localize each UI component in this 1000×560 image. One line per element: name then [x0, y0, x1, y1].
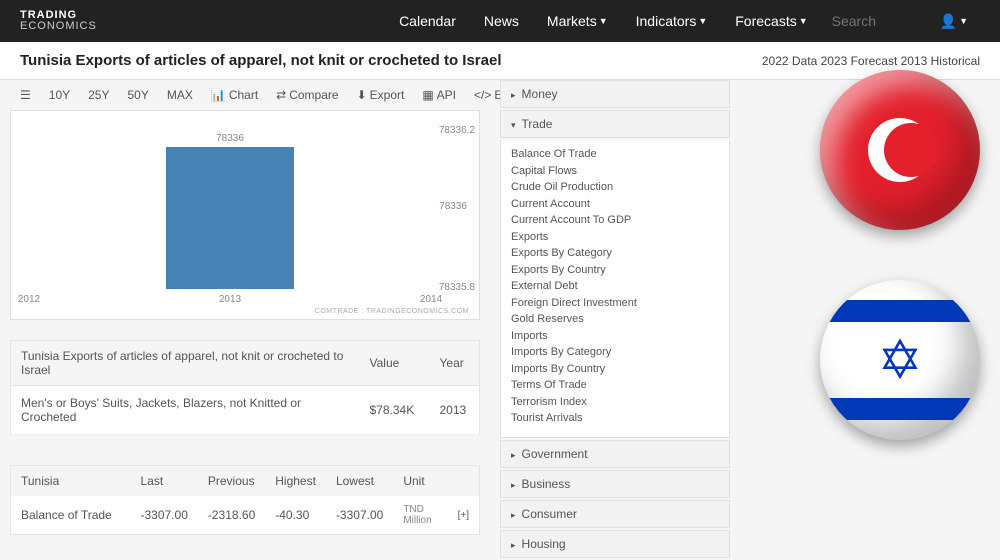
sidebar: Money Trade Balance Of TradeCapital Flow…: [500, 80, 730, 560]
nav-news[interactable]: News: [472, 13, 531, 29]
user-menu[interactable]: 👤▼: [928, 13, 980, 30]
dt-h1: Tunisia Exports of articles of apparel, …: [11, 341, 360, 386]
sidebar-link[interactable]: Crude Oil Production: [511, 179, 719, 196]
x-2012: 2012: [18, 294, 40, 305]
sidebar-link[interactable]: Imports: [511, 328, 719, 345]
chart-button[interactable]: 📊Chart: [205, 86, 264, 104]
dt-c3: 2013: [430, 386, 480, 435]
flags: ★ ✡: [820, 70, 990, 490]
sidebar-link[interactable]: Imports By Category: [511, 344, 719, 361]
sidebar-link[interactable]: Terrorism Index: [511, 394, 719, 411]
sidebar-link[interactable]: Terms Of Trade: [511, 377, 719, 394]
sidebar-link[interactable]: Exports By Country: [511, 262, 719, 279]
chart: 78336 78336.2 78336 78335.8 2012 2013 20…: [10, 110, 480, 320]
sidebar-link[interactable]: Current Account To GDP: [511, 212, 719, 229]
menu-icon[interactable]: ☰: [14, 86, 37, 104]
sidebar-link[interactable]: Exports: [511, 229, 719, 246]
stats-table: Tunisia Last Previous Highest Lowest Uni…: [10, 465, 480, 535]
bar-value-label: 78336: [216, 133, 244, 144]
sidebar-link[interactable]: External Debt: [511, 278, 719, 295]
chart-bar: [166, 147, 295, 289]
sidebar-link[interactable]: Exports By Category: [511, 245, 719, 262]
dt-c1: Men's or Boys' Suits, Jackets, Blazers, …: [11, 386, 360, 435]
nav-calendar[interactable]: Calendar: [387, 13, 468, 29]
range-25y[interactable]: 25Y: [82, 86, 115, 104]
israel-flag-icon: ✡: [820, 280, 980, 440]
range-max[interactable]: MAX: [161, 86, 199, 104]
detail-table: Tunisia Exports of articles of apparel, …: [10, 340, 480, 435]
topbar: TRADINGECONOMICS Calendar News Markets▼ …: [0, 0, 1000, 42]
side-business[interactable]: Business: [500, 470, 730, 498]
nav-markets[interactable]: Markets▼: [535, 13, 620, 29]
trade-links: Balance Of TradeCapital FlowsCrude Oil P…: [500, 140, 730, 438]
side-consumer[interactable]: Consumer: [500, 500, 730, 528]
x-2013: 2013: [219, 294, 241, 305]
api-button[interactable]: ▦API: [416, 86, 462, 104]
side-trade[interactable]: Trade: [500, 110, 730, 138]
y-axis-bot: 78335.8: [439, 282, 475, 293]
tunisia-flag-icon: ★: [820, 70, 980, 230]
y-axis-top: 78336.2: [439, 125, 475, 136]
page-meta: 2022 Data 2023 Forecast 2013 Historical: [762, 54, 980, 68]
side-money[interactable]: Money: [500, 80, 730, 108]
sidebar-link[interactable]: Balance Of Trade: [511, 146, 719, 163]
dt-h2: Value: [360, 341, 430, 386]
side-government[interactable]: Government: [500, 440, 730, 468]
sidebar-link[interactable]: Foreign Direct Investment: [511, 295, 719, 312]
range-10y[interactable]: 10Y: [43, 86, 76, 104]
main-nav: Calendar News Markets▼ Indicators▼ Forec…: [387, 9, 980, 33]
range-50y[interactable]: 50Y: [121, 86, 154, 104]
export-button[interactable]: ⬇Export: [351, 86, 411, 104]
chart-credit: COMTRADE : TRADINGECONOMICS.COM: [315, 308, 469, 315]
chart-toolbar: ☰ 10Y 25Y 50Y MAX 📊Chart ⇄Compare ⬇Expor…: [10, 80, 480, 110]
dt-c2: $78.34K: [360, 386, 430, 435]
side-housing[interactable]: Housing: [500, 530, 730, 558]
sidebar-link[interactable]: Gold Reserves: [511, 311, 719, 328]
page-title: Tunisia Exports of articles of apparel, …: [20, 52, 762, 69]
nav-indicators[interactable]: Indicators▼: [624, 13, 720, 29]
logo[interactable]: TRADINGECONOMICS: [20, 10, 387, 32]
dt-h3: Year: [430, 341, 480, 386]
sidebar-link[interactable]: Current Account: [511, 196, 719, 213]
x-2014: 2014: [420, 294, 442, 305]
sidebar-link[interactable]: Capital Flows: [511, 163, 719, 180]
sidebar-link[interactable]: Imports By Country: [511, 361, 719, 378]
sidebar-link[interactable]: Tourist Arrivals: [511, 410, 719, 427]
nav-forecasts[interactable]: Forecasts▼: [723, 13, 819, 29]
compare-button[interactable]: ⇄Compare: [270, 86, 344, 104]
table-row[interactable]: Balance of Trade -3307.00 -2318.60 -40.3…: [11, 496, 480, 535]
search-input[interactable]: [824, 9, 924, 33]
user-icon: 👤: [940, 13, 957, 30]
y-axis-mid: 78336: [439, 201, 467, 212]
